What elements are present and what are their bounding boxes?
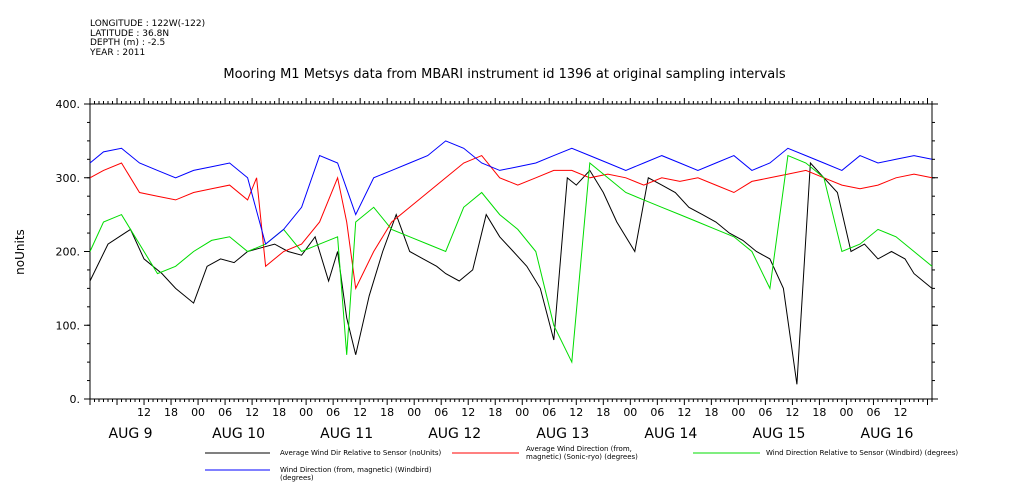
metadata-block: LONGITUDE : 122W(-122) LATITUDE : 36.8N …	[90, 19, 206, 58]
y-tick-label: 400.	[56, 98, 81, 111]
x-tick-label: 12	[677, 406, 691, 419]
x-tick-label: 18	[596, 406, 610, 419]
x-day-label: AUG 15	[752, 426, 805, 442]
x-tick-label: 12	[461, 406, 475, 419]
x-day-label: AUG 9	[109, 426, 153, 442]
chart-title: Mooring M1 Metsys data from MBARI instru…	[223, 67, 786, 82]
y-axis: 0. 100. 200. 300. 400.	[56, 98, 938, 406]
meta-latitude: LATITUDE : 36.8N	[90, 28, 170, 39]
x-tick-label: 12	[245, 406, 259, 419]
x-day-label: AUG 14	[644, 426, 697, 442]
x-tick-label: 12	[569, 406, 583, 419]
x-tick-label: 06	[542, 406, 556, 419]
y-tick-label: 300.	[56, 172, 81, 185]
x-tick-label: 18	[704, 406, 718, 419]
plot-frame	[89, 103, 933, 400]
x-tick-label: 06	[326, 406, 340, 419]
x-tick-label: 06	[866, 406, 880, 419]
meta-year: YEAR : 2011	[90, 47, 146, 58]
y-tick-label: 100.	[56, 319, 81, 332]
x-day-label: AUG 10	[212, 426, 265, 442]
x-tick-label: 06	[650, 406, 664, 419]
x-tick-label: 18	[380, 406, 394, 419]
legend-lines	[205, 452, 760, 471]
x-tick-label: 12	[137, 406, 151, 419]
x-tick-label: 06	[218, 406, 232, 419]
meta-longitude: LONGITUDE : 122W(-122)	[90, 19, 206, 29]
x-tick-label: 06	[434, 406, 448, 419]
series-line-3	[89, 140, 933, 245]
x-tick-label: 18	[272, 406, 286, 419]
x-tick-label: 18	[812, 406, 826, 419]
legend-label-3: Wind Direction (from, magnetic) (Windbir…	[280, 466, 432, 482]
series-line-1	[89, 154, 933, 291]
x-tick-label: 18	[488, 406, 502, 419]
x-day-label: AUG 11	[320, 426, 373, 442]
x-tick-label: 00	[731, 406, 745, 419]
x-tick-label: 12	[785, 406, 799, 419]
x-tick-label: 00	[407, 406, 421, 419]
x-day-label: AUG 13	[536, 426, 589, 442]
x-tick-label: 12	[893, 406, 907, 419]
x-tick-label: 00	[299, 406, 313, 419]
plot-area	[89, 103, 933, 400]
meta-depth: DEPTH (m) : -2.5	[90, 38, 166, 48]
x-day-label: AUG 12	[428, 426, 481, 442]
x-tick-label: 12	[353, 406, 367, 419]
x-tick-label: 18	[164, 406, 178, 419]
legend-label-2: Wind Direction Relative to Sensor (Windb…	[766, 449, 959, 457]
x-axis: 12 18 00 06 12 18 00 06 12 18 00 06 12 18 00 06 12 18 00 06…	[89, 98, 933, 442]
series-line-2	[89, 154, 933, 364]
x-tick-label: 00	[191, 406, 205, 419]
legend-label-0: Average Wind Dir Relative to Sensor (noU…	[280, 449, 442, 457]
x-day-label: AUG 16	[861, 426, 914, 442]
x-tick-label: 00	[623, 406, 637, 419]
y-tick-label: 0.	[70, 393, 81, 406]
y-axis-label: noUnits	[13, 229, 27, 275]
series-line-0	[89, 161, 933, 385]
x-tick-label: 00	[515, 406, 529, 419]
y-tick-label: 200.	[56, 246, 81, 259]
x-tick-label: 06	[758, 406, 772, 419]
legend-label-1: Average Wind Direction (from, magnetic) …	[526, 445, 638, 461]
x-tick-label: 00	[839, 406, 853, 419]
